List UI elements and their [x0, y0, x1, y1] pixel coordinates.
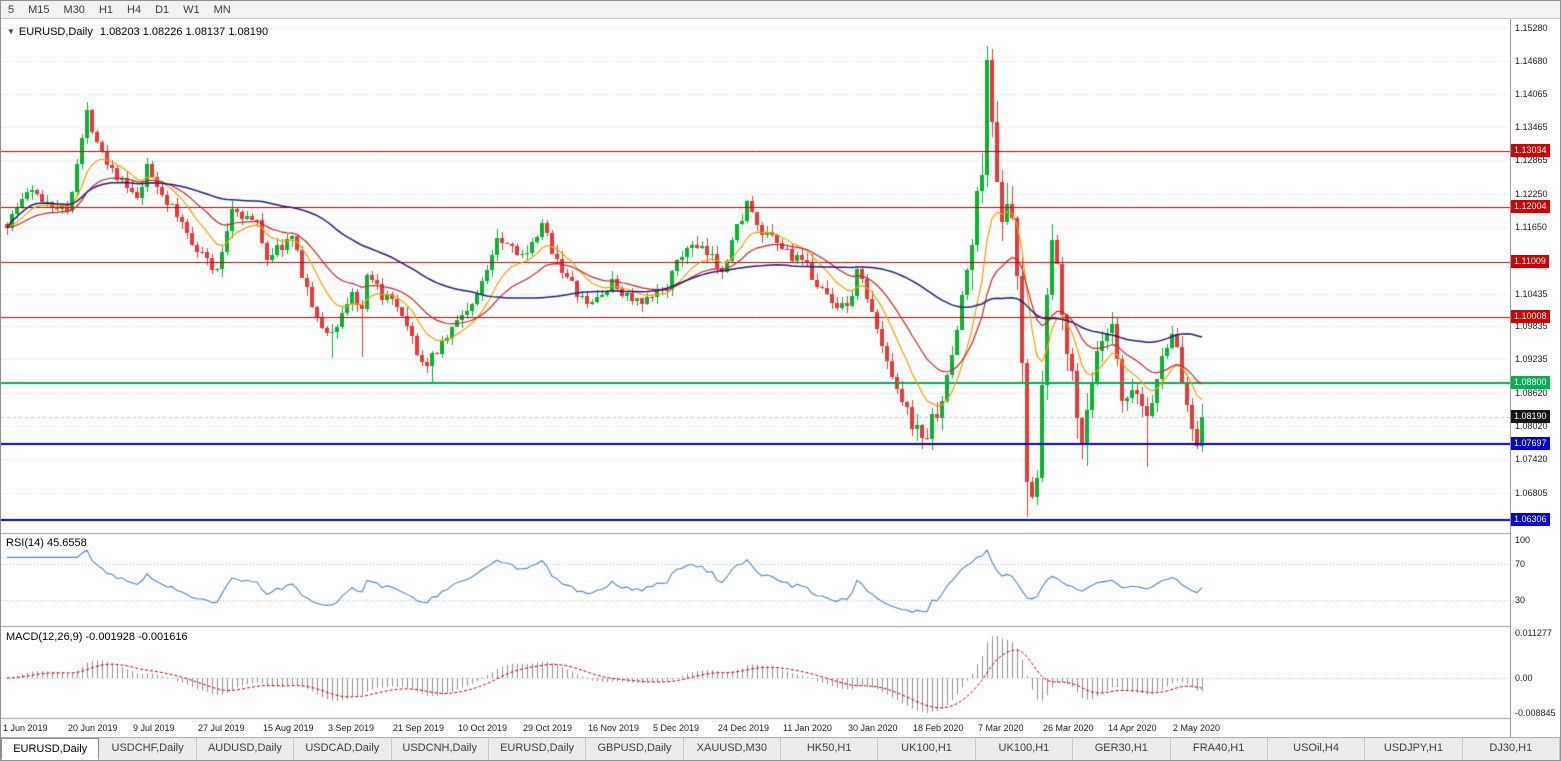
timeframe-button-m30[interactable]: M30	[63, 3, 85, 16]
rsi-value: 45.6558	[46, 537, 87, 549]
price-tick-label: 1.07420	[1515, 454, 1548, 464]
tab-3-usdcad-daily[interactable]: USDCAD,Daily	[294, 738, 392, 760]
price-tick-label: 1.12250	[1515, 189, 1548, 199]
price-tick-label: 1.12865	[1515, 155, 1548, 165]
time-axis-label: 18 Feb 2020	[913, 723, 964, 733]
time-axis-label: 15 Aug 2019	[263, 723, 314, 733]
price-tick-label: 1.08620	[1515, 388, 1548, 398]
price-line-badge: 1.10008	[1511, 310, 1550, 323]
price-scale[interactable]: 1.15280 1.14680 1.14065 1.13465 1.12865 1.122…	[1510, 19, 1560, 738]
timeframe-button-w1[interactable]: W1	[183, 3, 200, 16]
time-axis-label: 29 Oct 2019	[523, 723, 573, 733]
chart-ohlc-values: 1.08203 1.08226 1.08137 1.08190	[99, 26, 269, 38]
time-axis-label: 2 May 2020	[1173, 723, 1221, 733]
price-tick-label: 1.06805	[1515, 488, 1548, 498]
time-axis-label: 16 Nov 2019	[588, 723, 640, 733]
price-tick-label: 1.11650	[1515, 222, 1547, 232]
macd-name: MACD(12,26,9)	[6, 631, 83, 643]
tab-12-fra40-h1[interactable]: FRA40,H1	[1170, 738, 1268, 760]
price-tick-label: 1.14680	[1515, 56, 1548, 66]
time-axis-label: 27 Jul 2019	[198, 723, 245, 733]
rsi-indicator-label: RSI(14) 45.6558	[6, 537, 87, 549]
tab-15-dj30-h1[interactable]: DJ30,H1	[1462, 738, 1560, 760]
timeframe-button-h4[interactable]: H4	[127, 3, 142, 16]
price-line-badge: 1.06306	[1511, 513, 1550, 526]
time-axis-label: 14 Apr 2020	[1108, 723, 1157, 733]
price-tick-label: 1.09835	[1515, 321, 1548, 331]
tab-1-usdchf-daily[interactable]: USDCHF,Daily	[99, 738, 197, 760]
price-tick-label: 1.09235	[1515, 354, 1548, 364]
tab-11-ger30-h1[interactable]: GER30,H1	[1073, 738, 1171, 760]
price-line-badge: 1.11009	[1511, 255, 1549, 268]
time-axis-label: 7 Mar 2020	[978, 723, 1024, 733]
timeframe-button-h1[interactable]: H1	[98, 3, 113, 16]
macd-indicator-label: MACD(12,26,9) -0.001928 -0.001616	[6, 631, 188, 643]
price-line-badge: 1.07697	[1511, 437, 1550, 450]
time-axis-label: 30 Jan 2020	[848, 723, 898, 733]
price-tick-label: 1.15280	[1515, 23, 1548, 33]
chart-symbol-label: EURUSD,Daily	[18, 26, 93, 38]
time-axis-label: 26 Mar 2020	[1043, 723, 1094, 733]
time-axis[interactable]: 1 Jun 2019 20 Jun 2019 9 Jul 2019 27 Jul 20…	[1, 720, 1510, 738]
tab-7-xauusd-m30[interactable]: XAUUSD,M30	[683, 738, 781, 760]
time-axis-label: 1 Jun 2019	[3, 723, 48, 733]
timeframe-toolbar: 5 M15 M30 H1 H4 D1 W1 MN	[1, 1, 1560, 19]
time-axis-label: 24 Dec 2019	[718, 723, 770, 733]
macd-scale-label: 0.00	[1515, 673, 1533, 683]
chart-tab-bar: EURUSD,Daily USDCHF,Daily AUDUSD,Daily USDC…	[1, 737, 1560, 760]
tab-9-uk100-h1[interactable]: UK100,H1	[878, 738, 976, 760]
price-line-badge: 1.12004	[1511, 200, 1550, 213]
price-line-badge: 1.13034	[1511, 144, 1550, 157]
price-chart-canvas[interactable]	[1, 19, 1510, 738]
price-tick-label: 1.14065	[1515, 89, 1548, 99]
rsi-name: RSI(14)	[6, 537, 44, 549]
timeframe-button-mn[interactable]: MN	[213, 3, 231, 16]
time-axis-label: 9 Jul 2019	[133, 723, 175, 733]
timeframe-button-d1[interactable]: D1	[155, 3, 170, 16]
chart-collapse-arrow-icon[interactable]: ▼	[7, 27, 15, 36]
price-tick-label: 1.10435	[1515, 289, 1548, 299]
tab-13-usoil-h4[interactable]: USOil,H4	[1267, 738, 1366, 760]
tab-14-usdjpy-h1[interactable]: USDJPY,H1	[1365, 738, 1463, 760]
price-tick-label: 1.13465	[1515, 122, 1548, 132]
time-axis-label: 11 Jan 2020	[783, 723, 832, 733]
time-axis-label: 10 Oct 2019	[458, 723, 508, 733]
tab-0-eurusd-daily[interactable]: EURUSD,Daily	[1, 738, 100, 760]
price-line-badge: 1.08190	[1511, 410, 1550, 423]
time-axis-label: 5 Dec 2019	[653, 723, 700, 733]
rsi-scale-label: 30	[1515, 595, 1526, 605]
tab-2-audusd-daily[interactable]: AUDUSD,Daily	[196, 738, 295, 760]
price-line-badge: 1.08800	[1511, 376, 1550, 389]
timeframe-button-5[interactable]: 5	[8, 3, 15, 16]
macd-scale-label: -0.008845	[1515, 708, 1556, 718]
rsi-scale-label: 100	[1515, 535, 1531, 545]
time-axis-label: 3 Sep 2019	[328, 723, 375, 733]
timeframe-button-m15[interactable]: M15	[28, 3, 50, 16]
tab-10-uk100-h1[interactable]: UK100,H1	[975, 738, 1074, 760]
macd-values: -0.001928 -0.001616	[85, 631, 188, 643]
chart-header: ▼ EURUSD,Daily 1.08203 1.08226 1.08137 1.0…	[7, 26, 268, 38]
time-axis-label: 21 Sep 2019	[393, 723, 445, 733]
macd-scale-label: 0.011277	[1515, 628, 1552, 638]
tab-8-hk50-h1[interactable]: HK50,H1	[781, 738, 879, 760]
price-tick-label: 1.08020	[1515, 421, 1548, 431]
rsi-scale-label: 70	[1515, 559, 1526, 569]
tab-6-gbpusd-daily[interactable]: GBPUSD,Daily	[586, 738, 684, 760]
time-axis-label: 20 Jun 2019	[68, 723, 118, 733]
tab-5-eurusd-daily[interactable]: EURUSD,Daily	[488, 738, 587, 760]
tab-4-usdcnh-daily[interactable]: USDCNH,Daily	[391, 738, 489, 760]
